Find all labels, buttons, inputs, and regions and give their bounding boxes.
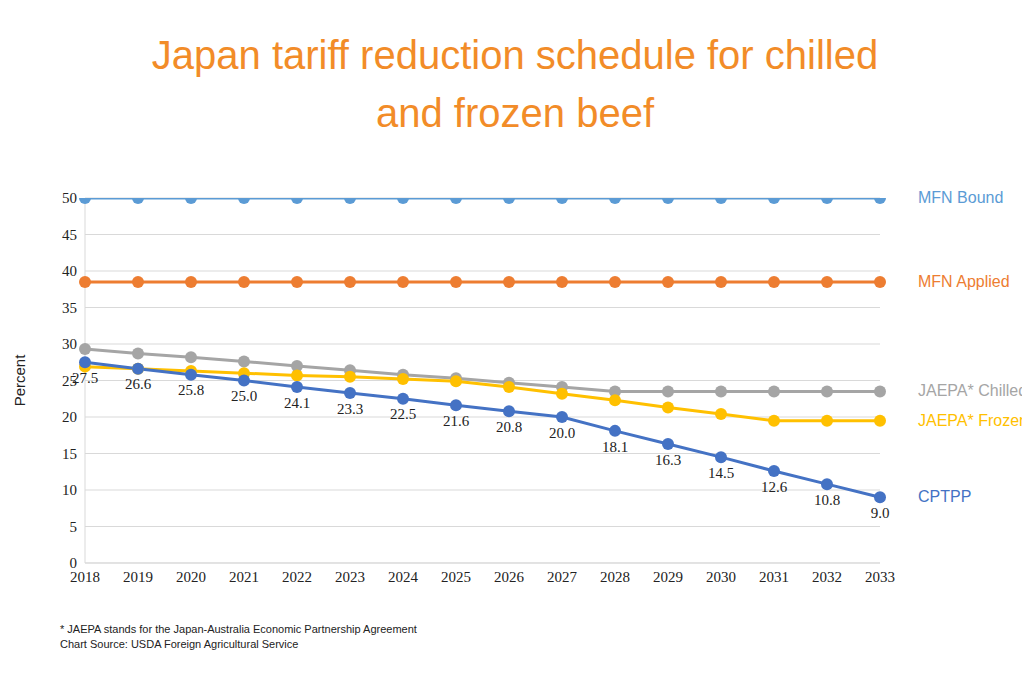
svg-text:25: 25 bbox=[62, 372, 77, 389]
svg-text:2022: 2022 bbox=[282, 569, 312, 585]
svg-text:2024: 2024 bbox=[388, 569, 419, 585]
svg-text:2030: 2030 bbox=[706, 569, 736, 585]
svg-text:25.0: 25.0 bbox=[231, 388, 257, 404]
svg-text:12.6: 12.6 bbox=[761, 479, 788, 495]
html-text:Chart Source: USDA Foreign Agr: Chart Source: USDA Foreign Agricultural … bbox=[60, 638, 299, 650]
svg-text:50: 50 bbox=[62, 190, 77, 206]
svg-text:2020: 2020 bbox=[176, 569, 206, 585]
svg-text:18.1: 18.1 bbox=[602, 439, 628, 455]
svg-text:Percent: Percent bbox=[11, 354, 28, 407]
svg-text:2032: 2032 bbox=[812, 569, 842, 585]
svg-text:23.3: 23.3 bbox=[337, 401, 363, 417]
svg-text:0: 0 bbox=[70, 555, 78, 571]
svg-text:26.6: 26.6 bbox=[125, 376, 152, 392]
svg-text:2026: 2026 bbox=[494, 569, 525, 585]
svg-text:2018: 2018 bbox=[70, 568, 100, 585]
svg-text:10.8: 10.8 bbox=[814, 492, 840, 508]
svg-text:MFN Applied: MFN Applied bbox=[918, 273, 1010, 290]
svg-text:45: 45 bbox=[62, 227, 77, 243]
svg-text:24.1: 24.1 bbox=[284, 395, 310, 411]
svg-text:JAEPA* Frozen: JAEPA* Frozen bbox=[918, 412, 1022, 429]
svg-text:2019: 2019 bbox=[123, 569, 153, 585]
svg-text:2025: 2025 bbox=[441, 569, 471, 585]
svg-text:10: 10 bbox=[62, 482, 77, 498]
svg-text:2027: 2027 bbox=[547, 569, 578, 585]
svg-text:25.8: 25.8 bbox=[178, 382, 204, 398]
svg-text:14.5: 14.5 bbox=[708, 465, 734, 481]
svg-text:40: 40 bbox=[62, 263, 77, 279]
svg-text:5: 5 bbox=[70, 519, 78, 535]
svg-text:20.0: 20.0 bbox=[549, 425, 575, 441]
svg-text:MFN Bound: MFN Bound bbox=[918, 189, 1003, 206]
svg-text:16.3: 16.3 bbox=[655, 452, 681, 468]
svg-text:CPTPP: CPTPP bbox=[918, 488, 971, 505]
html-text:* JAEPA stands for the Japan-A: * JAEPA stands for the Japan-Australia E… bbox=[60, 623, 417, 635]
svg-text:20: 20 bbox=[62, 409, 77, 425]
svg-text:22.5: 22.5 bbox=[390, 406, 416, 422]
svg-text:2029: 2029 bbox=[653, 569, 683, 585]
svg-text:20.8: 20.8 bbox=[496, 419, 522, 435]
svg-text:15: 15 bbox=[62, 446, 77, 462]
svg-text:30: 30 bbox=[62, 336, 77, 352]
svg-text:27.5: 27.5 bbox=[72, 370, 98, 386]
svg-text:2031: 2031 bbox=[759, 569, 789, 585]
svg-text:35: 35 bbox=[62, 300, 77, 316]
svg-text:9.0: 9.0 bbox=[871, 505, 890, 521]
svg-text:JAEPA* Chilled: JAEPA* Chilled bbox=[918, 382, 1022, 399]
svg-text:2028: 2028 bbox=[600, 569, 630, 585]
svg-text:2023: 2023 bbox=[335, 569, 365, 585]
svg-text:21.6: 21.6 bbox=[443, 413, 470, 429]
svg-text:2021: 2021 bbox=[229, 569, 259, 585]
html-text:Japan tariff reduction schedul: Japan tariff reduction schedule for chil… bbox=[151, 33, 879, 135]
svg-text:2033: 2033 bbox=[865, 569, 895, 585]
